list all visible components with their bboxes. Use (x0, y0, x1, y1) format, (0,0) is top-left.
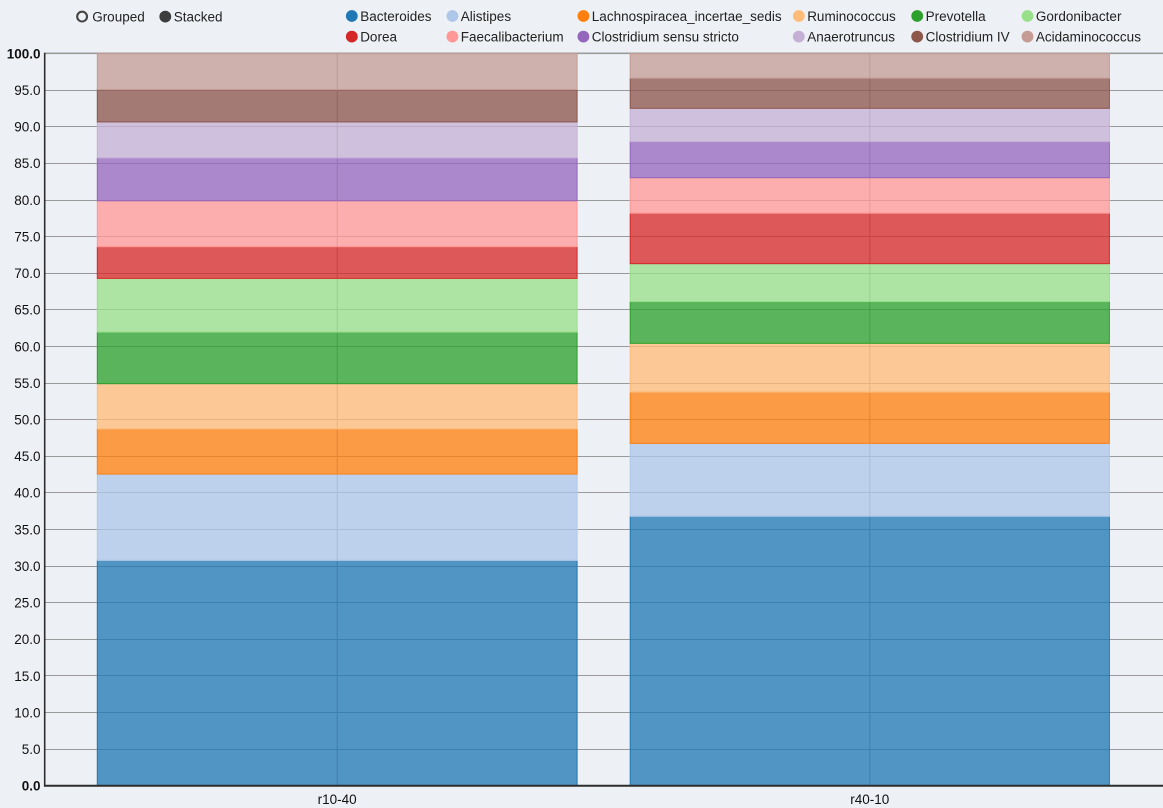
svg-text:15.0: 15.0 (14, 669, 40, 684)
svg-text:Grouped: Grouped (92, 9, 145, 24)
svg-text:50.0: 50.0 (14, 413, 40, 428)
svg-text:Dorea: Dorea (360, 29, 397, 44)
svg-text:85.0: 85.0 (14, 156, 40, 171)
svg-text:35.0: 35.0 (14, 522, 40, 537)
svg-text:45.0: 45.0 (14, 449, 40, 464)
svg-text:Gordonibacter: Gordonibacter (1036, 9, 1122, 24)
svg-text:Prevotella: Prevotella (926, 9, 987, 24)
svg-text:75.0: 75.0 (14, 229, 40, 244)
svg-text:25.0: 25.0 (14, 596, 40, 611)
svg-text:90.0: 90.0 (14, 120, 40, 135)
svg-text:80.0: 80.0 (14, 193, 40, 208)
svg-text:Acidaminococcus: Acidaminococcus (1036, 29, 1141, 44)
svg-text:95.0: 95.0 (14, 83, 40, 98)
svg-text:Alistipes: Alistipes (461, 9, 512, 24)
svg-text:Lachnospiracea_incertae_sedis: Lachnospiracea_incertae_sedis (592, 9, 782, 24)
svg-text:10.0: 10.0 (14, 705, 40, 720)
svg-text:Stacked: Stacked (174, 9, 223, 24)
svg-text:Bacteroides: Bacteroides (360, 9, 432, 24)
svg-text:Ruminococcus: Ruminococcus (807, 9, 896, 24)
svg-text:70.0: 70.0 (14, 266, 40, 281)
svg-text:Clostridium sensu stricto: Clostridium sensu stricto (592, 29, 739, 44)
svg-text:40.0: 40.0 (14, 486, 40, 501)
svg-text:5.0: 5.0 (22, 742, 41, 757)
svg-text:r40-10: r40-10 (850, 792, 889, 807)
svg-text:20.0: 20.0 (14, 632, 40, 647)
svg-text:Clostridium IV: Clostridium IV (926, 29, 1010, 44)
svg-text:65.0: 65.0 (14, 303, 40, 318)
svg-text:60.0: 60.0 (14, 339, 40, 354)
svg-text:0.0: 0.0 (22, 779, 41, 794)
svg-text:Faecalibacterium: Faecalibacterium (461, 29, 564, 44)
svg-text:55.0: 55.0 (14, 376, 40, 391)
svg-text:Anaerotruncus: Anaerotruncus (807, 29, 895, 44)
svg-text:30.0: 30.0 (14, 559, 40, 574)
svg-text:100.0: 100.0 (7, 46, 41, 61)
svg-text:r10-40: r10-40 (318, 792, 357, 807)
